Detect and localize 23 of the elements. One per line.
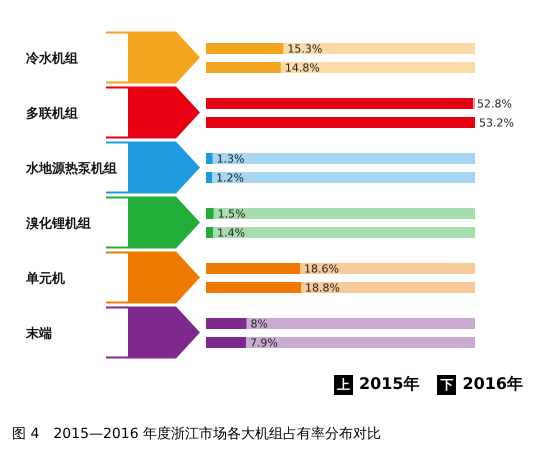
data-label: 8%	[250, 318, 268, 330]
data-label: 1.3%	[216, 152, 245, 166]
text: 上	[334, 374, 353, 394]
data-label: 53.2%	[479, 116, 514, 130]
data-label: 1.5%	[218, 208, 246, 220]
y-tick-label: 末端	[25, 326, 52, 342]
data-label: 1.2%	[216, 172, 244, 184]
text: 2016年	[462, 374, 523, 395]
data-label: 52.8%	[476, 98, 512, 110]
y-tick-label: 单元机	[25, 270, 65, 286]
y-tick-label: 水地源热泵机组	[25, 162, 117, 176]
text: 图 4 2015—2016 年度浙江市场各大机组占有率分布对比	[11, 425, 382, 443]
data-label: 14.8%	[284, 62, 320, 74]
text: 2015年	[358, 374, 420, 395]
y-tick-label: 溴化锂机组	[25, 216, 91, 232]
data-label: 7.9%	[250, 336, 278, 350]
data-label: 18.8%	[305, 282, 340, 294]
y-tick-label: 冷水机组	[26, 52, 78, 66]
data-label: 18.6%	[304, 262, 339, 276]
y-tick-label: 多联机组	[26, 106, 78, 122]
text: 下	[437, 374, 456, 394]
data-label: 15.3%	[287, 42, 322, 56]
data-label: 1.4%	[217, 226, 246, 240]
